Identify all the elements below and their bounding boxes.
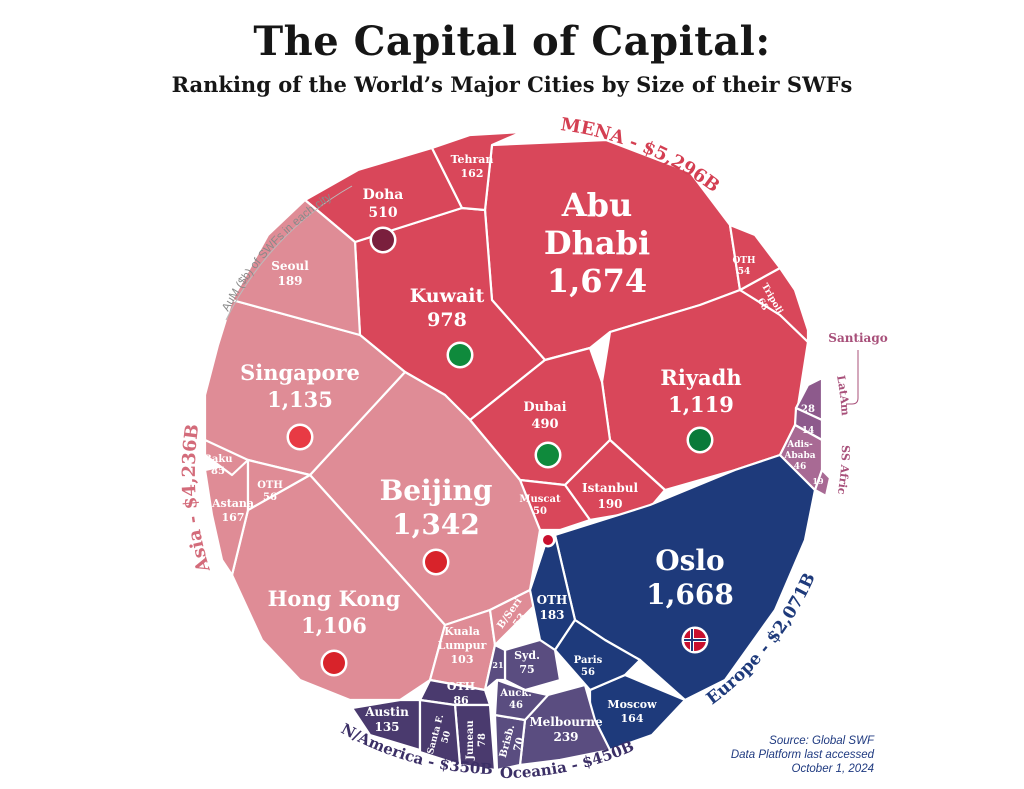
flag-fill-4 [537, 444, 559, 466]
city-label-23: Austin 135 [364, 705, 409, 734]
chart-title: The Capital of Capital: [253, 18, 771, 65]
source-line-3: October 1, 2024 [791, 763, 874, 775]
cell-seoul-13 [230, 198, 362, 337]
source-line-1: Source: Global SWF [769, 735, 874, 747]
cell-unnamed-31 [483, 643, 507, 692]
cell-oth-9 [728, 223, 782, 292]
flag-fill-11 [289, 426, 311, 448]
cell-adis-ababa-34 [778, 423, 824, 492]
cell-santa-f--26 [418, 698, 462, 767]
cell-melbourne-27 [518, 683, 612, 767]
city-label-14: Astana 167 [211, 497, 254, 524]
city-label-6: Tehran 162 [451, 153, 494, 180]
city-label-22: Paris 56 [574, 655, 603, 678]
city-label-12: Hong Kong 1,106 [268, 586, 401, 638]
cell-paris-22 [553, 618, 642, 692]
city-label-10: Beijing 1,342 [380, 474, 493, 541]
city-label-2: Riyadh 1,119 [660, 365, 741, 417]
city-label-32: 28 [801, 404, 815, 415]
city-label-3: Doha 510 [363, 187, 404, 221]
city-label-28: Syd. 75 [514, 649, 540, 676]
flag-fill-1 [449, 344, 471, 366]
cell-tehran-6 [430, 130, 524, 212]
cell-oth-17 [246, 458, 312, 512]
cell-unnamed-35 [813, 468, 832, 498]
city-label-27: Melbourne 239 [529, 715, 603, 744]
flag-fill-3 [372, 229, 394, 251]
cell-auck--30 [493, 678, 550, 722]
city-label-20: OTH 183 [537, 593, 568, 622]
flag-fill-2 [689, 429, 711, 451]
flag-fill-12 [323, 652, 345, 674]
city-label-5: Istanbul 190 [582, 481, 639, 511]
city-label-19: Oslo 1,668 [646, 544, 734, 611]
flag-cross-inner-19 [684, 629, 706, 651]
city-label-35: 19 [812, 476, 824, 486]
santiago-leader [846, 350, 859, 405]
city-label-24: OTH 86 [447, 680, 475, 707]
city-label-17: OTH 56 [257, 480, 283, 503]
city-label-25: Juneau78 [465, 720, 488, 760]
ring-arc [225, 185, 353, 321]
city-label-21: Moscow 164 [607, 698, 657, 725]
city-label-9: OTH 54 [732, 256, 756, 277]
santiago-callout: Santiago [828, 331, 887, 345]
city-label-16: Baku 85 [203, 454, 232, 477]
city-label-1: Kuwait 978 [410, 285, 485, 331]
city-label-13: Seoul 189 [271, 259, 309, 288]
city-label-33: 14 [802, 426, 815, 436]
city-label-0: Abu Dhabi 1,674 [544, 186, 650, 300]
source-line-2: Data Platform last accessed [730, 749, 874, 761]
city-label-31: 21 [492, 660, 503, 670]
chart-subtitle: Ranking of the World’s Major Cities by S… [171, 72, 853, 97]
city-label-15: Kuala Lumpur 103 [438, 625, 487, 666]
source-note: Source: Global SWF Data Platform last ac… [731, 734, 874, 776]
city-label-7: Muscat 50 [519, 494, 561, 517]
city-label-34: Adis-Ababa 46 [783, 440, 815, 472]
flag-fill-7 [543, 535, 553, 545]
city-label-4: Dubai 490 [523, 400, 566, 432]
city-label-11: Singapore 1,135 [240, 360, 360, 412]
flag-fill-10 [425, 551, 447, 573]
city-label-30: Auck. 46 [499, 688, 532, 711]
